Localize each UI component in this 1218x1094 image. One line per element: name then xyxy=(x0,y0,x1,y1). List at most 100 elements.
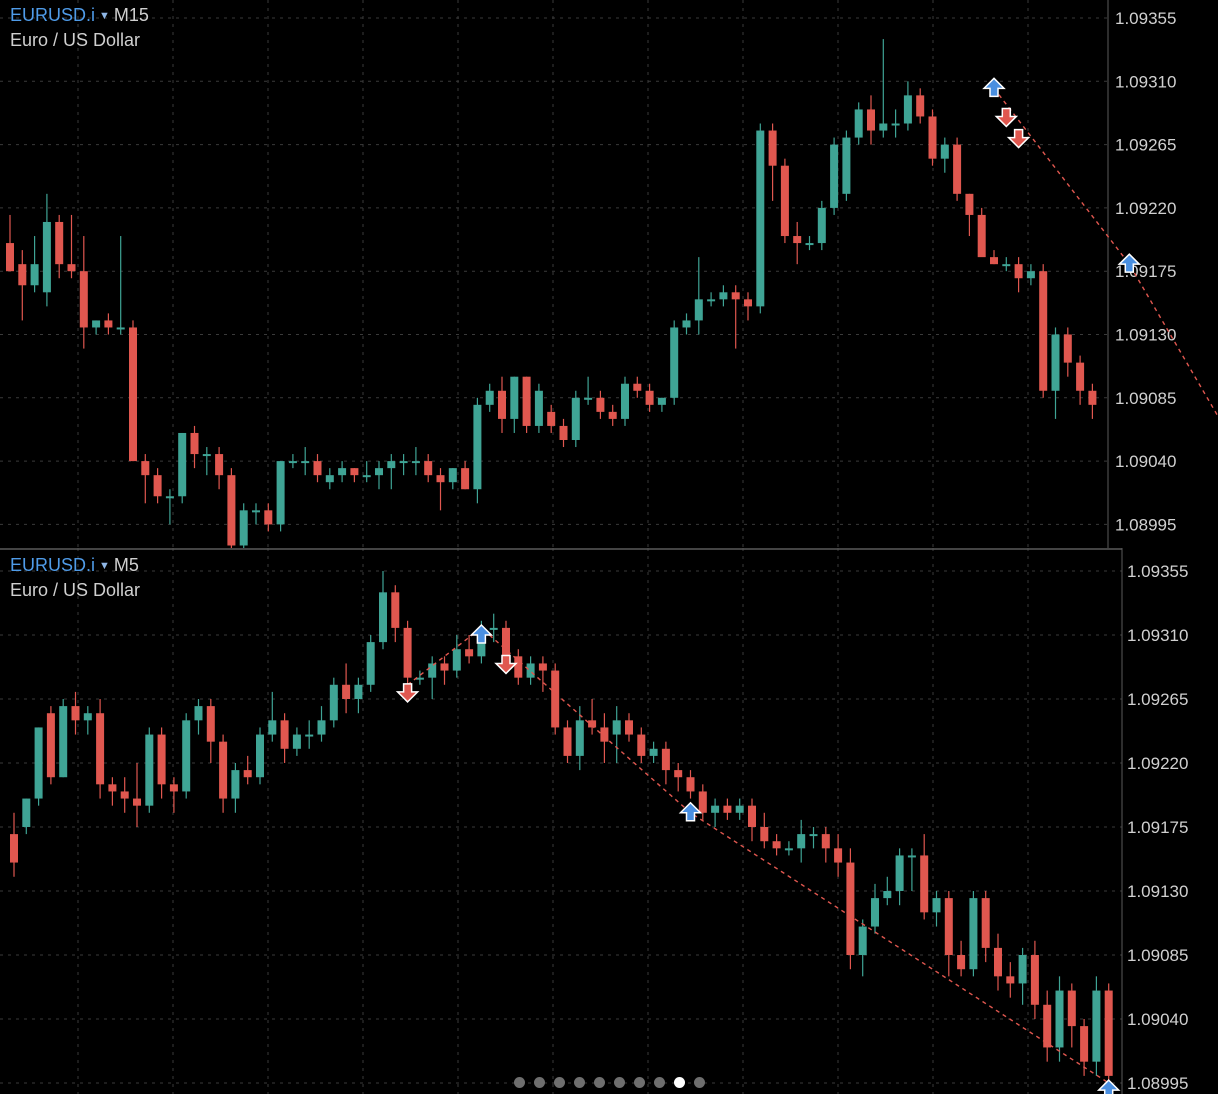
candle-body xyxy=(399,461,408,464)
page-indicator[interactable] xyxy=(0,1074,1218,1089)
candle-body xyxy=(243,770,252,778)
candle-body xyxy=(42,221,51,293)
candle xyxy=(325,468,334,490)
candle xyxy=(957,940,966,977)
candle-body xyxy=(165,496,174,499)
candlestick-chart-m5[interactable]: 1.09355 1.09310 1.09265 1.09220 1.09175 1.091… xyxy=(0,548,1218,1094)
candle-body xyxy=(817,207,826,244)
candle xyxy=(953,137,962,201)
candle xyxy=(990,250,998,265)
candle xyxy=(682,313,691,335)
dropdown-triangle-icon[interactable]: ▼ xyxy=(99,560,110,572)
candle xyxy=(584,376,593,405)
candle-body xyxy=(571,397,580,440)
candle xyxy=(928,109,937,166)
candle xyxy=(748,798,756,842)
candle-body xyxy=(965,193,974,215)
page-dot[interactable] xyxy=(673,1077,685,1089)
candle xyxy=(588,699,597,735)
candle xyxy=(596,390,605,419)
candle xyxy=(514,649,523,685)
dropdown-triangle-icon[interactable]: ▼ xyxy=(99,10,110,22)
price-tick-label: 1.08995 xyxy=(1115,515,1176,534)
candle-body xyxy=(768,130,777,166)
page-dot[interactable] xyxy=(573,1077,585,1089)
candlestick-chart-m15[interactable]: 1.09355 1.09310 1.09265 1.09220 1.09175 1.091… xyxy=(0,0,1218,548)
candle xyxy=(1076,355,1085,405)
candle xyxy=(141,454,150,504)
candle xyxy=(797,819,806,863)
candle xyxy=(157,727,166,799)
candle xyxy=(916,88,925,124)
candle xyxy=(489,613,498,643)
candle xyxy=(18,250,27,321)
candle xyxy=(551,663,560,735)
candle-body xyxy=(46,713,55,778)
candle-body xyxy=(502,627,510,657)
candle xyxy=(79,236,88,349)
page-dot[interactable] xyxy=(513,1077,525,1089)
page-dot[interactable] xyxy=(553,1077,565,1089)
price-tick-label: 1.08995 xyxy=(1127,1074,1188,1093)
candle xyxy=(1039,264,1048,398)
candle-body xyxy=(551,670,560,728)
candle-body xyxy=(596,397,605,412)
price-tick-label: 1.09265 xyxy=(1115,136,1176,155)
candle xyxy=(1092,976,1101,1076)
candle xyxy=(448,468,457,490)
candle xyxy=(522,376,531,433)
candle xyxy=(858,919,867,977)
timeframe-label[interactable]: M15 xyxy=(113,5,149,25)
candle-body xyxy=(846,862,855,955)
candle-body xyxy=(780,165,789,237)
candle-body xyxy=(883,891,892,899)
symbol-selector[interactable]: EURUSD.i xyxy=(10,555,96,575)
candle xyxy=(760,812,769,849)
candle xyxy=(83,706,92,735)
candle-body xyxy=(686,777,695,792)
symbol-selector[interactable]: EURUSD.i xyxy=(10,5,96,25)
page-dot[interactable] xyxy=(533,1077,545,1089)
candle xyxy=(649,741,658,763)
chart-pane-m15[interactable]: 1.09355 1.09310 1.09265 1.09220 1.09175 1.091… xyxy=(0,0,1218,548)
candle-body xyxy=(280,720,289,749)
candle xyxy=(243,755,252,785)
candle-body xyxy=(920,855,929,913)
price-tick-label: 1.09175 xyxy=(1115,262,1176,281)
candle-body xyxy=(645,390,654,405)
candle-body xyxy=(1080,1026,1089,1062)
arrow-up-icon xyxy=(469,623,494,644)
candle xyxy=(473,397,482,504)
candle xyxy=(674,763,683,792)
page-dot[interactable] xyxy=(613,1077,625,1089)
candle-body xyxy=(104,320,113,328)
timeframe-label[interactable]: M5 xyxy=(113,555,139,575)
page-dot[interactable] xyxy=(693,1077,705,1089)
candle xyxy=(834,834,843,877)
candle-body xyxy=(461,468,470,490)
candle-body xyxy=(756,130,765,307)
candle-body xyxy=(830,144,839,208)
instrument-description: Euro / US Dollar xyxy=(10,30,141,50)
candle xyxy=(1063,327,1072,377)
candle-body xyxy=(1067,990,1076,1027)
page-dot[interactable] xyxy=(653,1077,665,1089)
candle-body xyxy=(342,684,351,699)
candle-body xyxy=(264,510,273,525)
candle-body xyxy=(498,390,506,419)
candle-body xyxy=(59,706,68,778)
candle-body xyxy=(276,461,285,525)
candle xyxy=(424,454,433,483)
page-dot[interactable] xyxy=(633,1077,645,1089)
page-dot[interactable] xyxy=(593,1077,605,1089)
price-tick-label: 1.09085 xyxy=(1115,389,1176,408)
candle xyxy=(711,798,720,827)
candle-body xyxy=(735,805,744,813)
candle xyxy=(428,656,437,699)
chart-pane-m5[interactable]: 1.09355 1.09310 1.09265 1.09220 1.09175 1.091… xyxy=(0,548,1218,1094)
candle xyxy=(895,848,904,906)
candle-body xyxy=(145,734,154,806)
candle xyxy=(292,727,301,756)
candle xyxy=(932,891,941,927)
candle xyxy=(1104,983,1113,1091)
